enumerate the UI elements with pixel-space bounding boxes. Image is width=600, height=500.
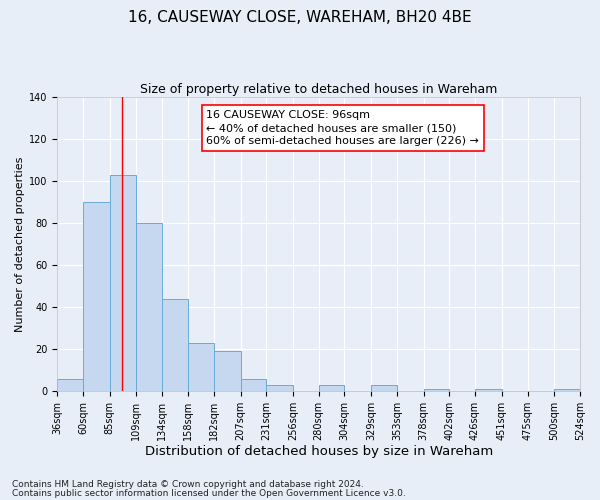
Title: Size of property relative to detached houses in Wareham: Size of property relative to detached ho… xyxy=(140,82,497,96)
X-axis label: Distribution of detached houses by size in Wareham: Distribution of detached houses by size … xyxy=(145,444,493,458)
Bar xyxy=(188,343,214,391)
Bar xyxy=(83,202,110,391)
Bar xyxy=(554,389,580,391)
Bar xyxy=(241,378,266,391)
Text: 16 CAUSEWAY CLOSE: 96sqm
← 40% of detached houses are smaller (150)
60% of semi-: 16 CAUSEWAY CLOSE: 96sqm ← 40% of detach… xyxy=(206,110,479,146)
Bar xyxy=(136,223,163,391)
Bar xyxy=(214,352,241,391)
Bar xyxy=(58,378,83,391)
Text: Contains HM Land Registry data © Crown copyright and database right 2024.: Contains HM Land Registry data © Crown c… xyxy=(12,480,364,489)
Bar xyxy=(475,389,502,391)
Text: Contains public sector information licensed under the Open Government Licence v3: Contains public sector information licen… xyxy=(12,488,406,498)
Bar xyxy=(266,385,293,391)
Bar xyxy=(371,385,397,391)
Bar xyxy=(110,174,136,391)
Bar xyxy=(424,389,449,391)
Text: 16, CAUSEWAY CLOSE, WAREHAM, BH20 4BE: 16, CAUSEWAY CLOSE, WAREHAM, BH20 4BE xyxy=(128,10,472,25)
Bar xyxy=(319,385,344,391)
Bar xyxy=(163,298,188,391)
Y-axis label: Number of detached properties: Number of detached properties xyxy=(15,156,25,332)
